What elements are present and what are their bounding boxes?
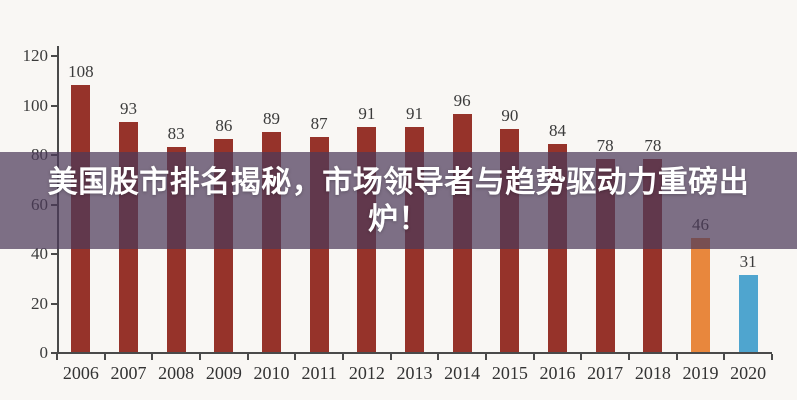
y-tick-label: 0 xyxy=(39,343,49,362)
bar-value-label: 108 xyxy=(68,61,94,81)
y-tick-label: 100 xyxy=(22,95,49,115)
bar-value-label: 89 xyxy=(263,108,280,128)
y-tick xyxy=(51,55,58,57)
x-tick xyxy=(628,354,630,360)
x-tick xyxy=(103,354,106,360)
x-tick-label: 2018 xyxy=(634,363,671,383)
bar-value-label: 93 xyxy=(120,98,137,118)
x-tick-label: 2019 xyxy=(682,363,719,383)
bar-value-label: 78 xyxy=(644,135,662,155)
x-tick-label: 2017 xyxy=(587,363,624,383)
x-tick xyxy=(294,354,297,360)
x-tick-label: 2006 xyxy=(62,363,99,383)
x-tick-label: 2010 xyxy=(253,363,290,383)
x-tick-label: 2013 xyxy=(396,363,433,383)
bar-value-label: 90 xyxy=(501,106,519,126)
headline-line-1: 美国股市排名揭秘，市场领导者与趋势驱动力重磅出 xyxy=(47,164,750,200)
x-tick xyxy=(151,354,154,360)
bar-value-label: 87 xyxy=(310,113,328,133)
x-tick-label: 2007 xyxy=(110,363,147,383)
x-tick xyxy=(580,354,583,360)
x-tick xyxy=(199,354,201,360)
x-tick-label: 2020 xyxy=(730,363,767,383)
x-tick-label: 2008 xyxy=(158,363,195,383)
bar xyxy=(691,238,710,352)
x-tick-label: 2016 xyxy=(539,363,576,383)
bar-value-label: 84 xyxy=(549,121,566,141)
bar-value-label: 86 xyxy=(215,116,233,136)
bar-value-label: 31 xyxy=(739,252,757,272)
x-tick xyxy=(485,354,487,360)
x-axis-line xyxy=(57,352,772,354)
x-tick xyxy=(723,354,726,360)
x-tick-label: 2012 xyxy=(348,363,385,383)
headline-banner: 美国股市排名揭秘，市场领导者与趋势驱动力重磅出 炉！ xyxy=(0,152,797,249)
y-tick xyxy=(51,302,58,305)
x-tick-label: 2015 xyxy=(491,363,528,383)
x-tick-label: 2014 xyxy=(444,363,481,383)
headline-line-2: 炉！ xyxy=(368,201,429,237)
y-tick xyxy=(51,253,58,255)
x-tick xyxy=(246,354,249,360)
bar-value-label: 91 xyxy=(406,103,423,123)
bar-value-label: 78 xyxy=(596,135,614,155)
bar-value-label: 91 xyxy=(358,103,376,123)
y-tick-label: 20 xyxy=(31,293,48,313)
x-tick xyxy=(389,354,392,360)
x-tick xyxy=(342,354,344,360)
x-tick xyxy=(675,354,678,360)
x-tick xyxy=(532,354,535,360)
x-tick xyxy=(56,354,58,360)
x-tick-label: 2009 xyxy=(205,363,242,383)
bar xyxy=(738,275,758,352)
bar-value-label: 96 xyxy=(453,91,471,111)
x-tick xyxy=(771,354,773,360)
y-tick-label: 120 xyxy=(22,46,49,65)
bar-value-label: 83 xyxy=(167,123,185,143)
x-tick xyxy=(437,354,440,360)
y-tick xyxy=(51,352,58,354)
y-tick xyxy=(51,104,58,107)
x-tick-label: 2011 xyxy=(301,363,337,383)
